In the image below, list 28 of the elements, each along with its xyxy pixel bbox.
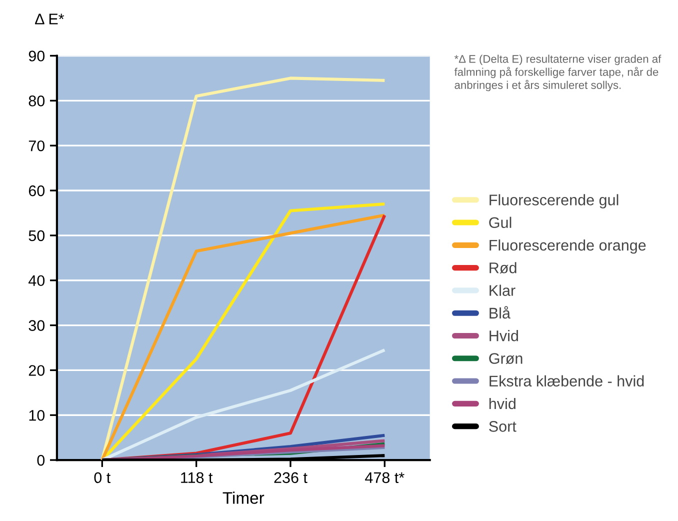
text: *Δ E (Delta E) resultaterne viser graden af falmning på forskellige farver tape, når de anbringes i et års simuleret sollys. [454, 54, 662, 92]
legend-label: Blå [490, 306, 510, 319]
y-tick-label: 70 [28, 140, 45, 152]
x-tick-label: 236 t [274, 472, 308, 484]
x-tick-label: 0 t [94, 472, 111, 484]
y-tick-label: 20 [28, 365, 45, 376]
legend-label: Sort [489, 421, 516, 432]
x-axis-title: Timer [222, 492, 264, 504]
legend-label: Gul [489, 216, 512, 228]
y-tick-label: 80 [28, 96, 45, 106]
legend-label: Fluorescerende gul [490, 194, 618, 208]
legend-label: Grøn [489, 353, 522, 364]
y-axis-title: Δ E* [35, 14, 64, 24]
legend-label: Hvid [490, 330, 518, 342]
legend-label: hvid [489, 398, 516, 410]
y-tick-label: 60 [28, 185, 45, 196]
legend-label: Klar [490, 284, 516, 296]
legend-label: Rød [490, 262, 516, 274]
y-tick-label: 40 [28, 275, 45, 286]
x-tick-label: 478 t* [365, 472, 404, 484]
legend-label: Ekstra klæbende - hvid [490, 375, 644, 387]
y-tick-label: 50 [28, 230, 45, 242]
y-tick-label: 90 [28, 50, 45, 62]
y-tick-label: 0 [37, 454, 45, 466]
y-tick-label: 30 [28, 320, 45, 331]
x-tick-label: 118 t [181, 472, 213, 484]
legend-label: Fluorescerende orange [490, 239, 646, 254]
y-tick-label: 10 [29, 410, 45, 421]
